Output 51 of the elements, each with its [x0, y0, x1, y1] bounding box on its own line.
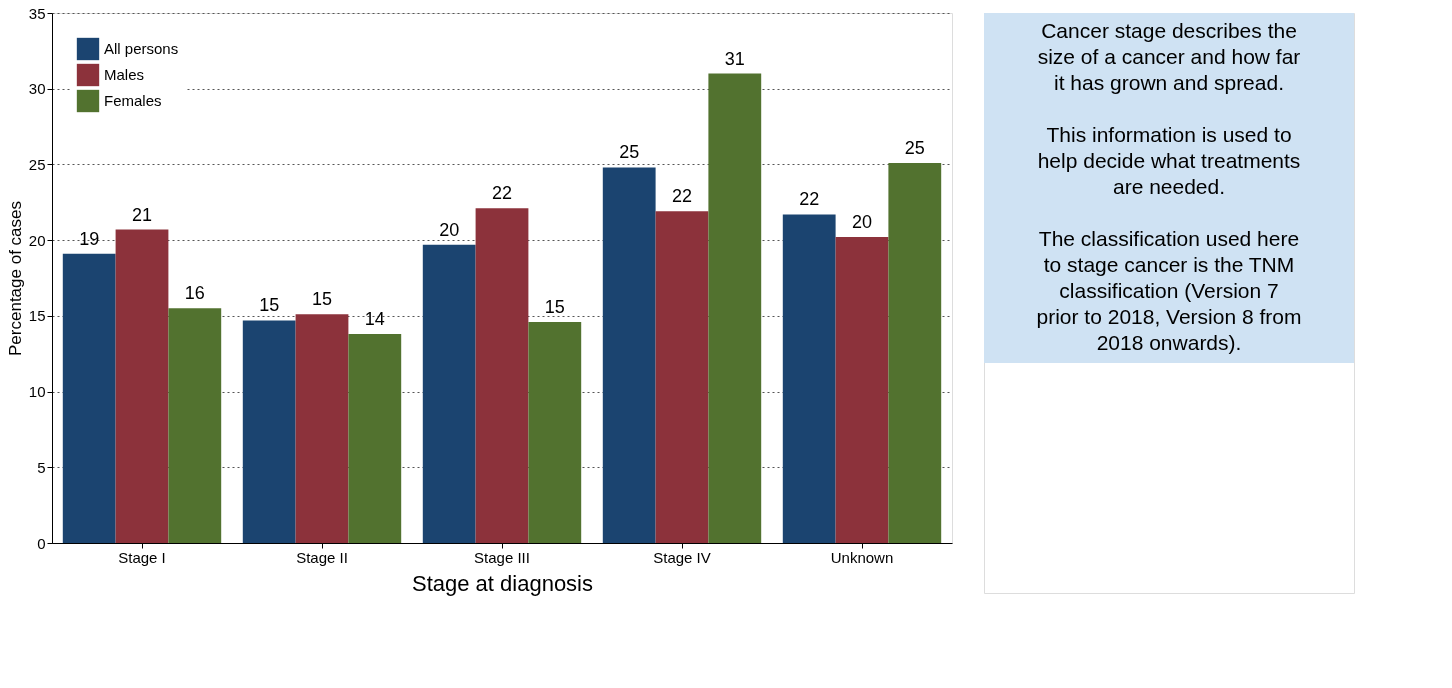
bar	[528, 321, 582, 543]
y-tick-label: 5	[37, 458, 46, 476]
data-label: 20	[851, 212, 873, 233]
bar	[708, 73, 762, 543]
legend-label: All persons	[104, 40, 179, 57]
legend-label: Males	[104, 66, 145, 83]
data-label: 22	[491, 183, 513, 204]
y-tick-label: 20	[28, 231, 46, 249]
x-tick-label: Unknown	[830, 548, 894, 566]
data-label: 15	[544, 296, 565, 317]
bar	[62, 253, 116, 543]
x-tick-label: Stage II	[296, 548, 348, 566]
y-tick-label: 30	[28, 80, 46, 98]
x-tick-label: Stage III	[474, 548, 530, 566]
data-label: 25	[619, 142, 640, 163]
data-label: 15	[259, 295, 280, 316]
y-tick-label: 35	[28, 4, 46, 22]
text: This information is used to help decide what treatments are needed.	[1037, 123, 1301, 198]
data-label: 31	[724, 48, 745, 69]
text: Cancer stage describes the size of a cancer and how far it has grown and spread.	[1037, 19, 1301, 94]
bar	[348, 334, 402, 543]
bar	[115, 229, 169, 543]
y-tick-label: 0	[37, 534, 46, 552]
data-label: 14	[364, 309, 385, 330]
y-tick-label: 15	[28, 307, 46, 325]
bar	[602, 167, 656, 543]
data-label: 25	[904, 137, 925, 158]
bar	[422, 244, 476, 543]
data-label: 22	[799, 189, 820, 210]
data-label: 15	[311, 289, 333, 310]
bar	[242, 320, 296, 543]
bar	[475, 208, 529, 543]
bar	[295, 314, 349, 543]
y-tick-label: 10	[28, 383, 46, 401]
data-label: 19	[79, 228, 100, 249]
data-label: 22	[671, 186, 693, 207]
x-tick-label: Stage I	[118, 548, 166, 566]
bar	[655, 211, 709, 543]
bar	[168, 308, 222, 543]
data-label: 20	[439, 219, 460, 240]
bar	[888, 162, 942, 543]
legend-label: Females	[104, 92, 162, 109]
x-tick-label: Stage IV	[653, 548, 711, 566]
data-label: 16	[184, 283, 205, 304]
text: The classification used here to stage cancer is the TNM classification (Version 7 prior to 2018, Version 8 from 2018 onwards).	[1036, 227, 1302, 354]
data-label: 21	[131, 204, 153, 225]
x-axis-title: Stage at diagnosis	[411, 570, 594, 596]
y-axis-title: Percentage of cases	[5, 201, 25, 356]
bar	[835, 237, 889, 543]
bar	[782, 214, 836, 543]
y-tick-label: 25	[28, 155, 46, 173]
